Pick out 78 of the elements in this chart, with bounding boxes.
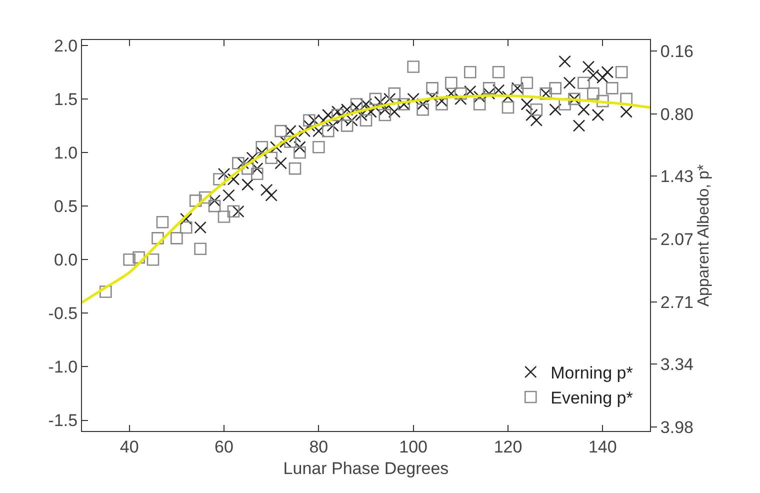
y-tick-label: -1.5 (48, 411, 78, 430)
y-tick-label: 0.5 (54, 196, 78, 216)
point (250, 168, 264, 180)
point (454, 87, 467, 100)
point (322, 124, 334, 138)
point (606, 82, 618, 94)
point (265, 152, 278, 164)
legend-label: Evening p* (550, 388, 634, 408)
x-tick-label: 40 (120, 437, 139, 456)
y2-tick-label: 3.34 (660, 354, 694, 374)
point (492, 66, 505, 78)
point (294, 146, 306, 159)
point (360, 114, 372, 126)
point (152, 232, 164, 244)
point (242, 162, 254, 175)
point (520, 76, 534, 89)
point (132, 251, 145, 264)
point (331, 108, 344, 122)
y2-tick-label: 3.98 (660, 418, 694, 438)
y2-tick-label: 1.43 (660, 166, 694, 186)
point (530, 103, 543, 116)
point (596, 94, 609, 108)
point (180, 221, 192, 234)
y2-axis-title: Apparent Albedo, p* (695, 164, 712, 307)
point (194, 242, 206, 256)
y-tick-label: 1.0 (54, 143, 78, 162)
point (482, 82, 496, 94)
point (303, 114, 316, 126)
point (146, 253, 160, 266)
point (473, 98, 486, 110)
point (587, 87, 600, 100)
point (256, 140, 268, 154)
point (274, 124, 287, 138)
x-tick-label: 140 (588, 437, 617, 456)
point (156, 216, 169, 228)
y2-tick-label: 2.07 (660, 230, 694, 249)
point (445, 76, 458, 89)
point (378, 108, 392, 122)
point (578, 76, 590, 89)
point (464, 66, 476, 78)
point (208, 200, 221, 212)
point (288, 162, 302, 175)
point (284, 136, 296, 148)
y2-tick-label: 0.80 (660, 104, 694, 124)
point (407, 60, 420, 73)
point (416, 103, 429, 116)
point (436, 98, 448, 110)
point (388, 87, 401, 100)
point (549, 82, 562, 94)
y-tick-label: 2.0 (54, 36, 78, 56)
point (340, 120, 354, 132)
y2-tick-label: 2.71 (660, 292, 694, 312)
point (170, 232, 183, 244)
x-axis-title: Lunar Phase Degrees (283, 458, 449, 478)
x-tick-label: 100 (399, 437, 428, 456)
point (502, 101, 514, 114)
y-tick-label: -1.0 (48, 358, 78, 377)
x-tick-label: 60 (214, 437, 234, 456)
point (123, 253, 136, 266)
point (312, 140, 325, 154)
point (189, 194, 202, 207)
x-tick-label: 80 (309, 437, 328, 456)
point (218, 210, 230, 223)
point (100, 286, 112, 298)
point (213, 173, 226, 186)
point (198, 191, 212, 204)
y-tick-label: 1.5 (54, 90, 78, 109)
point (350, 98, 363, 110)
point (426, 82, 438, 94)
y-tick-label: 0.0 (54, 250, 78, 270)
y2-tick-label: 0.16 (660, 42, 694, 61)
y-tick-label: -0.5 (48, 304, 78, 324)
legend-label: Morning p* (550, 364, 634, 383)
point (369, 92, 382, 106)
point (227, 205, 240, 218)
point (232, 157, 244, 170)
x-tick-label: 120 (494, 437, 522, 456)
point (615, 66, 628, 78)
